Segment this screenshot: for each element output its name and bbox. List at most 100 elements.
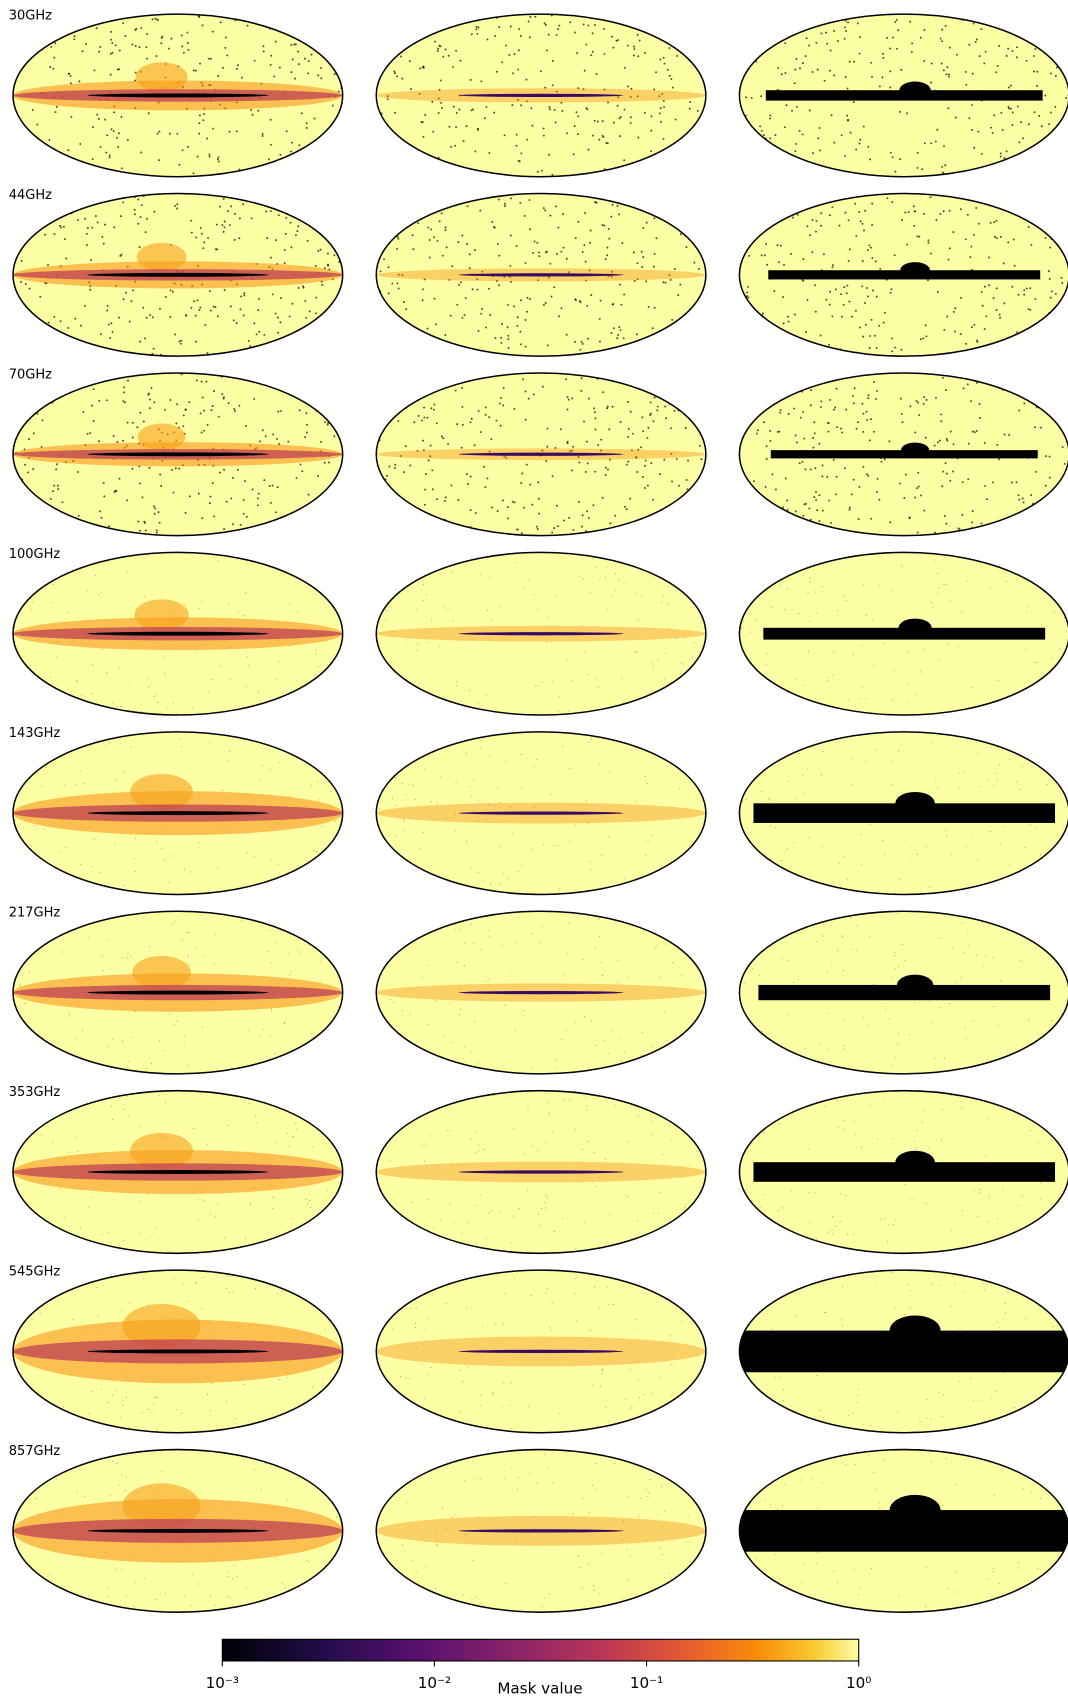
sky-map [739,552,1068,716]
source-dot [479,431,482,434]
band-core [87,1349,269,1354]
source-dot [109,1241,111,1243]
source-dot [923,509,926,512]
source-dot [945,1457,948,1459]
source-dot [212,678,214,681]
source-dot [533,765,536,767]
source-dot [208,290,211,293]
bump [130,1132,194,1169]
source-dot [665,417,667,420]
source-dot [327,422,330,424]
source-dot [747,296,750,299]
source-dot [776,430,779,433]
source-dot [107,1596,109,1598]
source-dot [579,1566,581,1568]
source-dot [269,143,272,146]
source-dot [993,1494,995,1496]
source-dot [986,1221,988,1223]
source-dot [630,449,633,452]
source-dot [786,499,789,502]
source-dot [889,521,892,524]
source-dot [649,401,652,404]
source-dot [290,150,293,153]
source-dot [800,1479,802,1481]
source-dot [156,132,159,135]
source-dot [55,1478,57,1480]
source-dot [554,594,556,597]
source-dot [820,773,823,775]
source-dot [474,1021,476,1023]
source-dot [472,1559,474,1561]
source-dot [123,1108,125,1110]
source-dot [586,462,589,465]
source-dot [260,1488,262,1490]
source-dot [433,1227,435,1229]
source-dot [998,764,1000,766]
source-dot [973,146,976,149]
source-dot [658,95,661,98]
source-dot [423,416,426,419]
source-dot [843,1048,845,1050]
source-dot [436,239,439,242]
source-dot [635,801,637,803]
source-dot [601,854,603,856]
source-dot [670,1364,672,1366]
source-dot [917,401,920,404]
source-dot [919,338,922,341]
source-dot [109,336,112,339]
map-outline [375,731,707,896]
source-dot [34,1497,37,1500]
source-dot [184,1036,186,1038]
source-dot [505,456,508,459]
source-dot [987,779,989,781]
source-dot [258,1034,260,1036]
source-dot [155,55,158,58]
source-dot [265,1462,267,1464]
source-dot [575,1292,577,1294]
source-dot [909,1307,912,1310]
source-dot [1029,308,1032,311]
source-dot [835,1225,837,1227]
source-dot [212,127,215,130]
source-dot [126,1095,129,1097]
source-dot [171,290,174,293]
source-dot [612,121,615,124]
source-dot [950,600,952,602]
source-dot [909,20,912,23]
source-dot [645,854,647,856]
source-dot [201,396,204,399]
source-dot [145,217,148,220]
source-dot [623,583,625,585]
source-dot [289,603,291,605]
source-dot [598,763,600,765]
source-dot [451,1343,453,1345]
source-dot [853,1569,855,1571]
source-dot [1009,107,1012,110]
source-dot [598,1176,600,1178]
source-dot [417,222,420,225]
source-dot [1023,293,1026,296]
source-dot [198,122,201,125]
source-dot [106,134,109,137]
source-dot [892,977,894,979]
source-dot [964,770,966,772]
source-dot [824,1311,826,1313]
source-dot [638,1116,640,1118]
source-dot [878,1502,880,1504]
source-dot [666,68,669,71]
source-dot [998,1582,1000,1585]
source-dot [862,412,865,415]
source-dot [544,1208,546,1210]
source-dot [154,1396,156,1398]
source-dot [541,385,544,388]
source-dot [983,441,986,444]
source-dot [593,23,596,26]
source-dot [505,759,507,761]
source-dot [980,152,983,155]
source-dot [554,446,557,449]
source-dot [611,203,614,206]
source-dot [594,201,597,204]
source-dot [544,86,547,89]
source-dot [869,158,872,161]
source-dot [930,601,932,603]
